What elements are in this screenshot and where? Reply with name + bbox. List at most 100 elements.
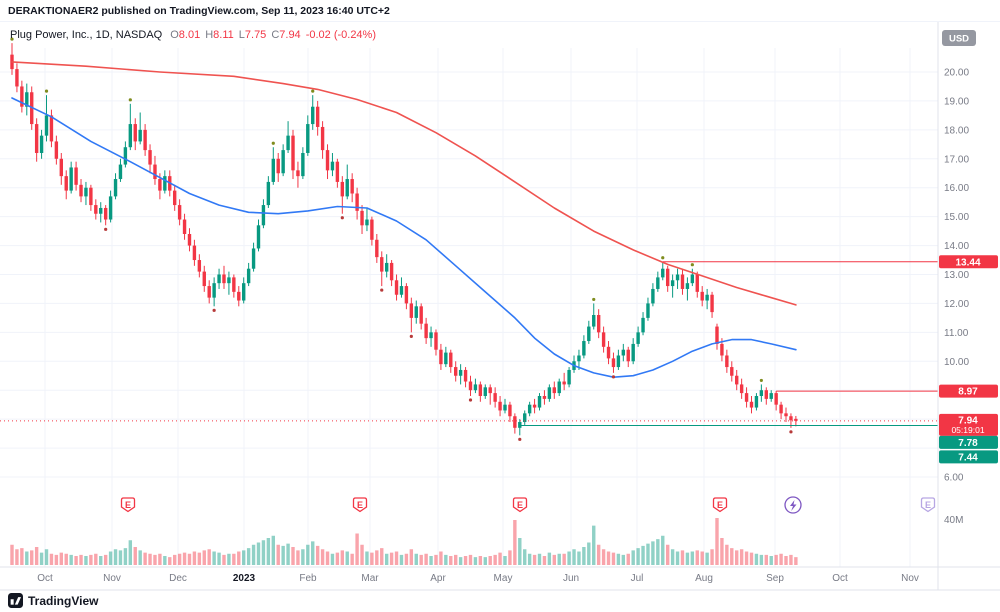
candle bbox=[631, 343, 635, 362]
volume-bar bbox=[394, 551, 399, 565]
price-badge bbox=[939, 450, 998, 464]
candle bbox=[508, 404, 512, 417]
candle bbox=[557, 381, 561, 394]
candle bbox=[222, 274, 226, 284]
volume-bar bbox=[513, 520, 517, 565]
high-label: H bbox=[205, 29, 214, 41]
volume-bar bbox=[360, 544, 364, 565]
open-label: O bbox=[170, 29, 179, 41]
volume-tick: 40M bbox=[944, 515, 963, 526]
candle bbox=[690, 274, 695, 284]
swing-dot bbox=[759, 378, 763, 383]
price-tick: 6.00 bbox=[944, 472, 964, 483]
candle bbox=[202, 271, 206, 287]
time-tick: Dec bbox=[169, 573, 187, 584]
swing-dot bbox=[104, 227, 108, 231]
price-axis[interactable]: 20.00 19.00 18.00 17.00 16.00 15.00 14.00 13.00… bbox=[0, 22, 1000, 612]
candle bbox=[296, 170, 300, 177]
volume-bar bbox=[74, 556, 78, 565]
volume-bar bbox=[542, 556, 547, 565]
swing-dot bbox=[690, 263, 694, 267]
volume-bar bbox=[54, 554, 59, 565]
price-alert-lines bbox=[0, 261, 938, 427]
candle bbox=[177, 205, 182, 220]
candle bbox=[680, 274, 685, 289]
earnings-icon[interactable]: E bbox=[120, 497, 136, 513]
volume-bar bbox=[488, 556, 492, 565]
candle bbox=[661, 268, 665, 278]
volume-bar bbox=[89, 554, 93, 565]
lightning-icon[interactable] bbox=[784, 496, 802, 514]
swing-dot bbox=[789, 430, 793, 434]
volume-bar bbox=[774, 554, 778, 565]
time-tick: Aug bbox=[695, 573, 713, 584]
candle bbox=[207, 286, 211, 298]
earnings-icon[interactable]: E bbox=[512, 497, 528, 513]
volume-bar bbox=[503, 556, 507, 565]
volume-bar bbox=[661, 535, 665, 565]
time-tick: Feb bbox=[299, 573, 317, 584]
earnings-icon[interactable]: E bbox=[920, 497, 936, 513]
time-tick: Oct bbox=[37, 573, 53, 584]
volume-bar bbox=[370, 552, 374, 565]
volume-bar bbox=[133, 547, 137, 565]
tradingview-logo-icon[interactable] bbox=[8, 593, 23, 608]
volume-bar bbox=[291, 547, 295, 565]
earnings-icon[interactable]: E bbox=[352, 497, 368, 513]
candle bbox=[735, 375, 739, 385]
symbol-title[interactable]: Plug Power, Inc., 1D, NASDAQ bbox=[10, 29, 163, 41]
price-tick: 11.00 bbox=[944, 328, 969, 339]
candle bbox=[552, 387, 556, 394]
volume-bar bbox=[631, 550, 635, 565]
candle bbox=[739, 384, 744, 394]
volume-bar bbox=[562, 553, 566, 565]
volume-bar bbox=[592, 525, 596, 565]
volume-bar bbox=[266, 538, 271, 565]
volume-bar bbox=[118, 550, 123, 565]
candle bbox=[69, 167, 73, 191]
candle bbox=[789, 416, 793, 421]
time-tick: Oct bbox=[832, 573, 848, 584]
volume-bar bbox=[301, 549, 305, 565]
candle bbox=[271, 158, 275, 182]
volume-bar bbox=[296, 550, 300, 565]
candle bbox=[153, 164, 157, 180]
volume-series bbox=[10, 518, 798, 565]
candle bbox=[266, 181, 271, 206]
candle bbox=[596, 314, 601, 333]
currency-toggle[interactable]: USD bbox=[942, 30, 976, 46]
volume-bar bbox=[148, 553, 152, 565]
volume-bar bbox=[222, 554, 226, 565]
volume-bar bbox=[69, 554, 73, 565]
tradingview-wordmark[interactable]: TradingView bbox=[28, 593, 99, 608]
volume-bar bbox=[320, 549, 325, 565]
time-axis[interactable]: Oct Nov Dec 2023 Feb Mar Apr May Jun Jul Aug Sep Oct… bbox=[37, 573, 919, 584]
candle bbox=[34, 124, 39, 153]
volume-bar bbox=[365, 551, 369, 565]
candle bbox=[404, 286, 409, 304]
candle bbox=[567, 369, 571, 385]
price-chart-canvas[interactable]: E E E E E 20.00 19.00 18.00 17.00 16.00 15.00 14.00… bbox=[0, 22, 1000, 612]
volume-bar bbox=[419, 554, 423, 565]
svg-text:8.97: 8.97 bbox=[958, 387, 978, 398]
candle bbox=[759, 390, 764, 396]
volume-bar bbox=[577, 551, 581, 565]
volume-bar bbox=[79, 554, 83, 565]
open-value: 8.01 bbox=[178, 29, 201, 41]
publish-info-bar: DERAKTIONAER2 published on TradingView.c… bbox=[0, 0, 1000, 22]
candle bbox=[601, 332, 606, 347]
volume-bar bbox=[587, 542, 591, 565]
candle bbox=[138, 129, 142, 142]
earnings-icon[interactable]: E bbox=[712, 497, 728, 513]
close-value: 7.94 bbox=[279, 29, 301, 41]
candle bbox=[103, 207, 108, 220]
candle bbox=[158, 179, 162, 191]
candle bbox=[483, 387, 487, 396]
volume-bar bbox=[99, 556, 103, 565]
candle bbox=[44, 115, 49, 136]
time-tick: Apr bbox=[430, 573, 446, 584]
svg-text:05:19:01: 05:19:01 bbox=[951, 425, 984, 435]
volume-bar bbox=[168, 557, 172, 565]
candle bbox=[606, 346, 611, 359]
